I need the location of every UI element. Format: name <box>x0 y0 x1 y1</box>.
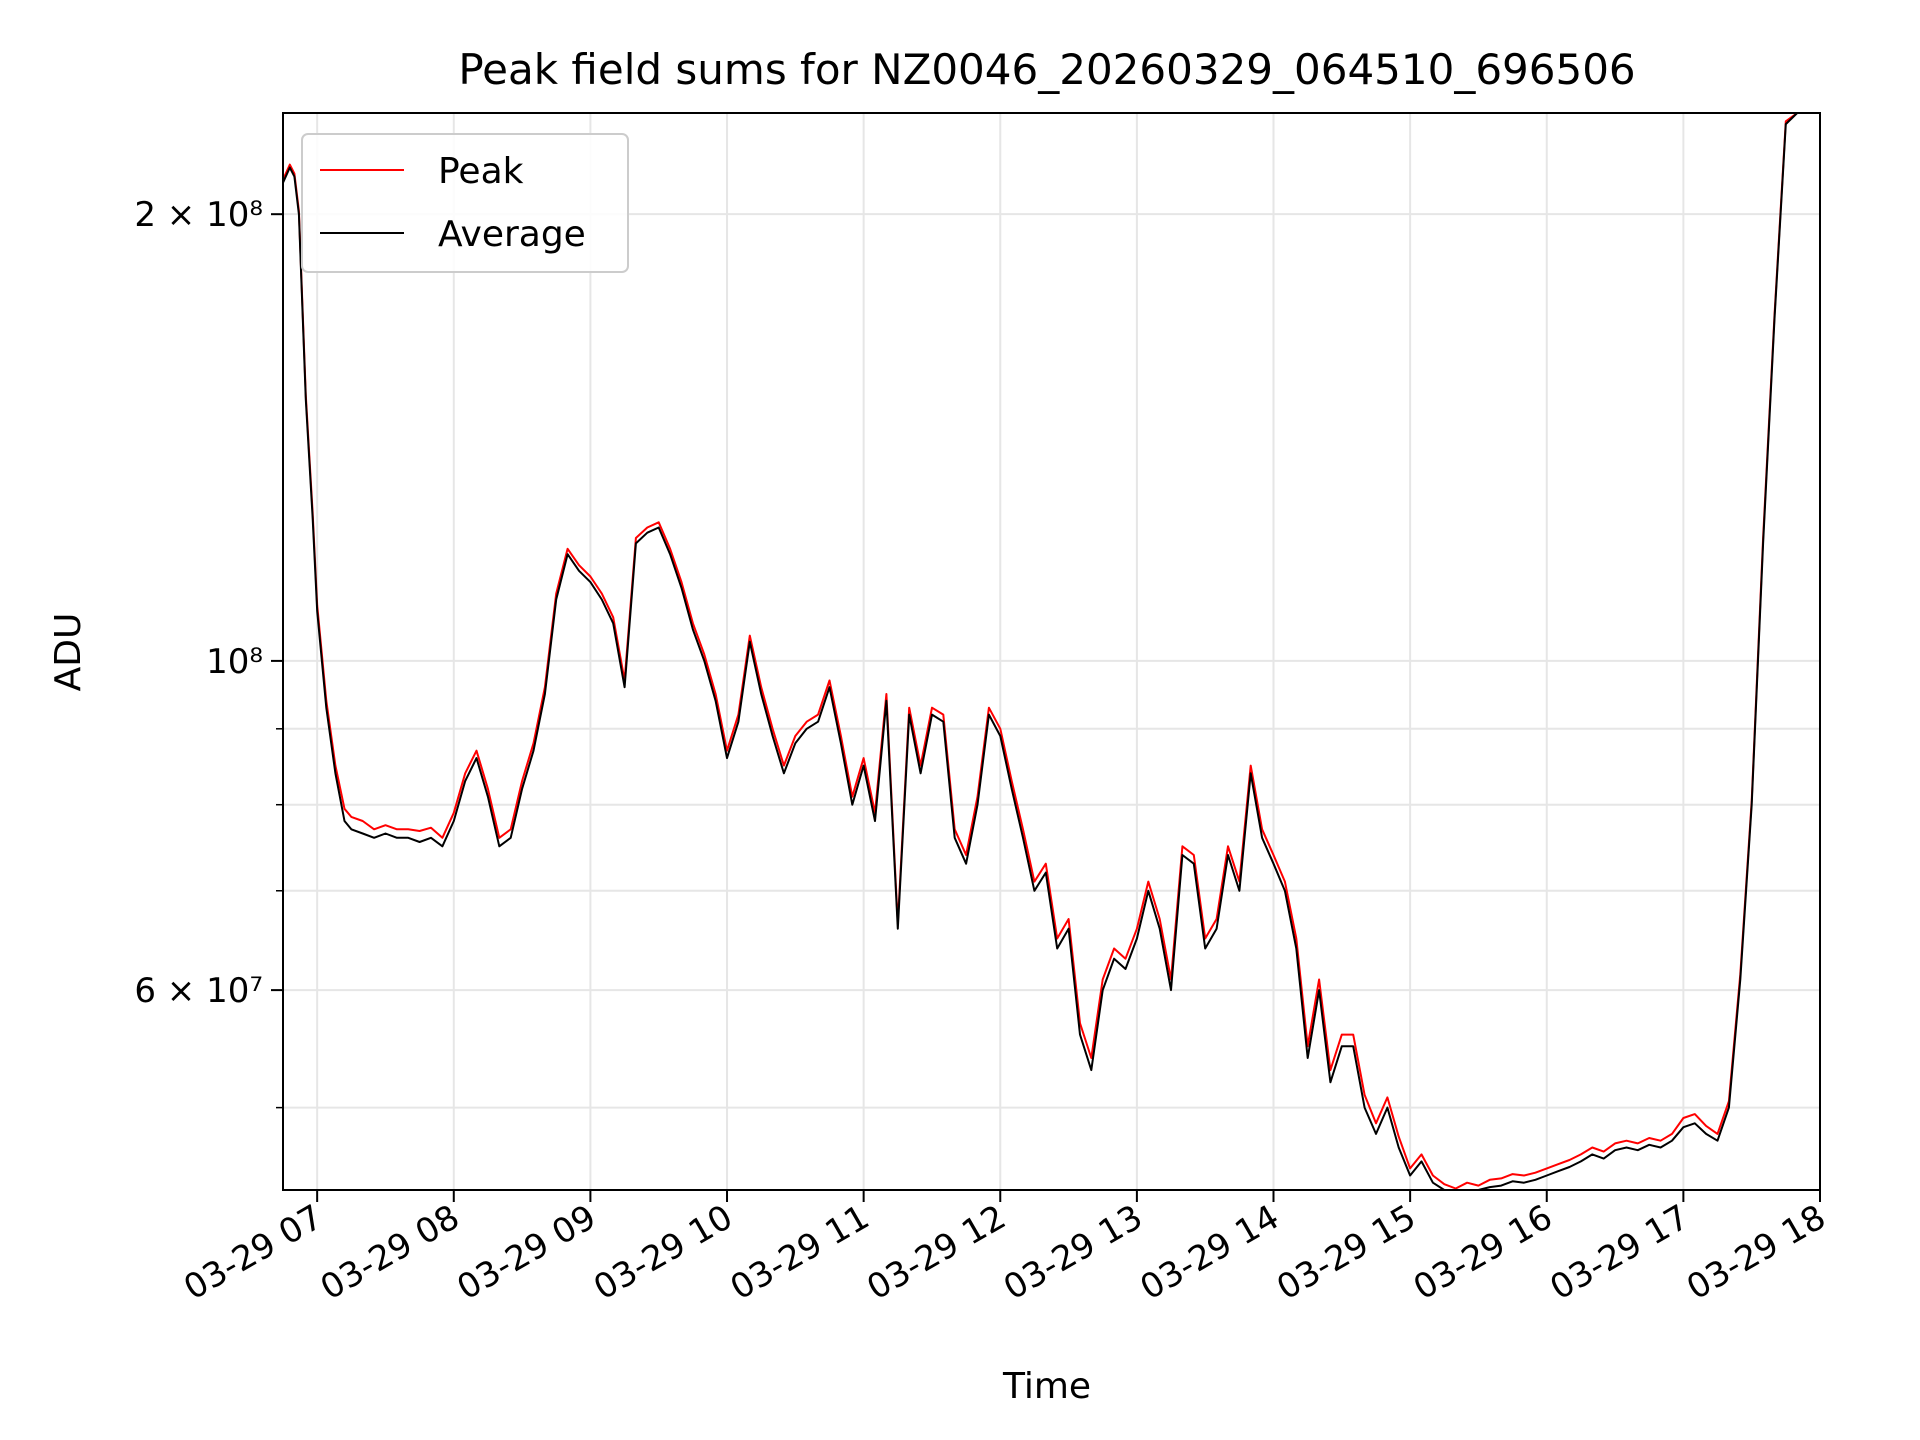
series-line-peak <box>282 112 1820 1190</box>
legend-label-peak: Peak <box>438 151 524 192</box>
plot-area <box>282 112 1820 1191</box>
y-tick-label: 6 × 10⁷ <box>134 971 263 1011</box>
legend: Peak Average <box>301 133 629 273</box>
series-line-average <box>282 112 1820 1191</box>
grid <box>283 113 1821 1190</box>
x-axis-label: Time <box>1002 1366 1091 1407</box>
y-tick-label: 10⁸ <box>206 642 263 682</box>
y-tick-label: 2 × 10⁸ <box>134 195 263 235</box>
legend-label-average: Average <box>438 214 586 255</box>
axes-frame <box>282 112 1821 1191</box>
legend-box <box>301 133 629 273</box>
y-axis-label: ADU <box>48 613 89 692</box>
chart-title: Peak field sums for NZ0046_20260329_0645… <box>458 45 1635 94</box>
